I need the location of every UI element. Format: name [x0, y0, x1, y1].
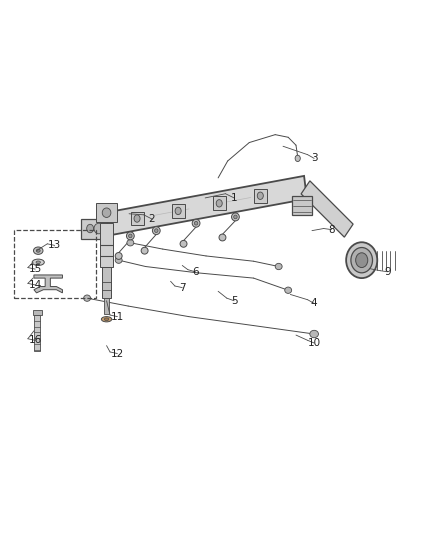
Ellipse shape	[257, 192, 263, 199]
Ellipse shape	[192, 219, 200, 227]
Ellipse shape	[115, 253, 122, 260]
Ellipse shape	[216, 200, 222, 207]
Ellipse shape	[94, 223, 103, 234]
Text: 4: 4	[311, 298, 318, 309]
Ellipse shape	[87, 224, 94, 233]
Text: 1: 1	[231, 193, 237, 203]
Ellipse shape	[104, 318, 109, 320]
Bar	[14, 230, 96, 298]
Text: 6: 6	[192, 267, 198, 277]
Ellipse shape	[180, 240, 187, 247]
Polygon shape	[34, 275, 63, 293]
Polygon shape	[99, 176, 307, 237]
Bar	[131, 212, 144, 225]
Bar	[104, 298, 109, 314]
Ellipse shape	[127, 232, 134, 240]
Ellipse shape	[33, 247, 43, 254]
Text: 15: 15	[28, 264, 42, 274]
Ellipse shape	[36, 261, 40, 264]
Ellipse shape	[356, 253, 368, 268]
Ellipse shape	[127, 240, 134, 246]
Text: 12: 12	[111, 349, 124, 359]
Text: 9: 9	[384, 267, 391, 277]
Bar	[102, 266, 111, 298]
Ellipse shape	[102, 208, 111, 217]
Bar	[172, 204, 185, 218]
Bar	[34, 315, 40, 351]
Ellipse shape	[32, 259, 44, 265]
Text: 10: 10	[307, 338, 321, 348]
Ellipse shape	[275, 263, 282, 270]
Ellipse shape	[346, 242, 377, 278]
Ellipse shape	[175, 207, 181, 215]
Bar	[33, 310, 42, 315]
Ellipse shape	[115, 257, 122, 263]
Ellipse shape	[134, 215, 140, 222]
Ellipse shape	[219, 234, 226, 241]
Ellipse shape	[141, 247, 148, 254]
Polygon shape	[301, 181, 353, 237]
Ellipse shape	[152, 227, 160, 235]
Text: 8: 8	[328, 224, 335, 235]
Ellipse shape	[351, 247, 372, 273]
Text: 7: 7	[179, 282, 186, 293]
Ellipse shape	[84, 295, 91, 301]
Ellipse shape	[155, 229, 158, 232]
Bar	[96, 203, 117, 222]
Text: 5: 5	[231, 296, 237, 306]
Ellipse shape	[194, 221, 198, 225]
Ellipse shape	[310, 330, 318, 338]
Text: 14: 14	[28, 280, 42, 290]
Text: 11: 11	[111, 312, 124, 321]
Ellipse shape	[232, 213, 239, 221]
Text: 3: 3	[311, 154, 318, 164]
Bar	[292, 196, 312, 215]
Text: 16: 16	[28, 335, 42, 345]
Bar	[100, 223, 113, 266]
Ellipse shape	[101, 317, 112, 322]
Bar	[254, 189, 267, 203]
Ellipse shape	[36, 249, 40, 252]
Bar	[81, 219, 106, 239]
Text: 13: 13	[48, 240, 61, 251]
Bar	[213, 197, 226, 210]
Ellipse shape	[285, 287, 292, 293]
Text: 2: 2	[148, 214, 155, 224]
Ellipse shape	[234, 215, 237, 219]
Ellipse shape	[129, 234, 132, 238]
Ellipse shape	[295, 155, 300, 161]
